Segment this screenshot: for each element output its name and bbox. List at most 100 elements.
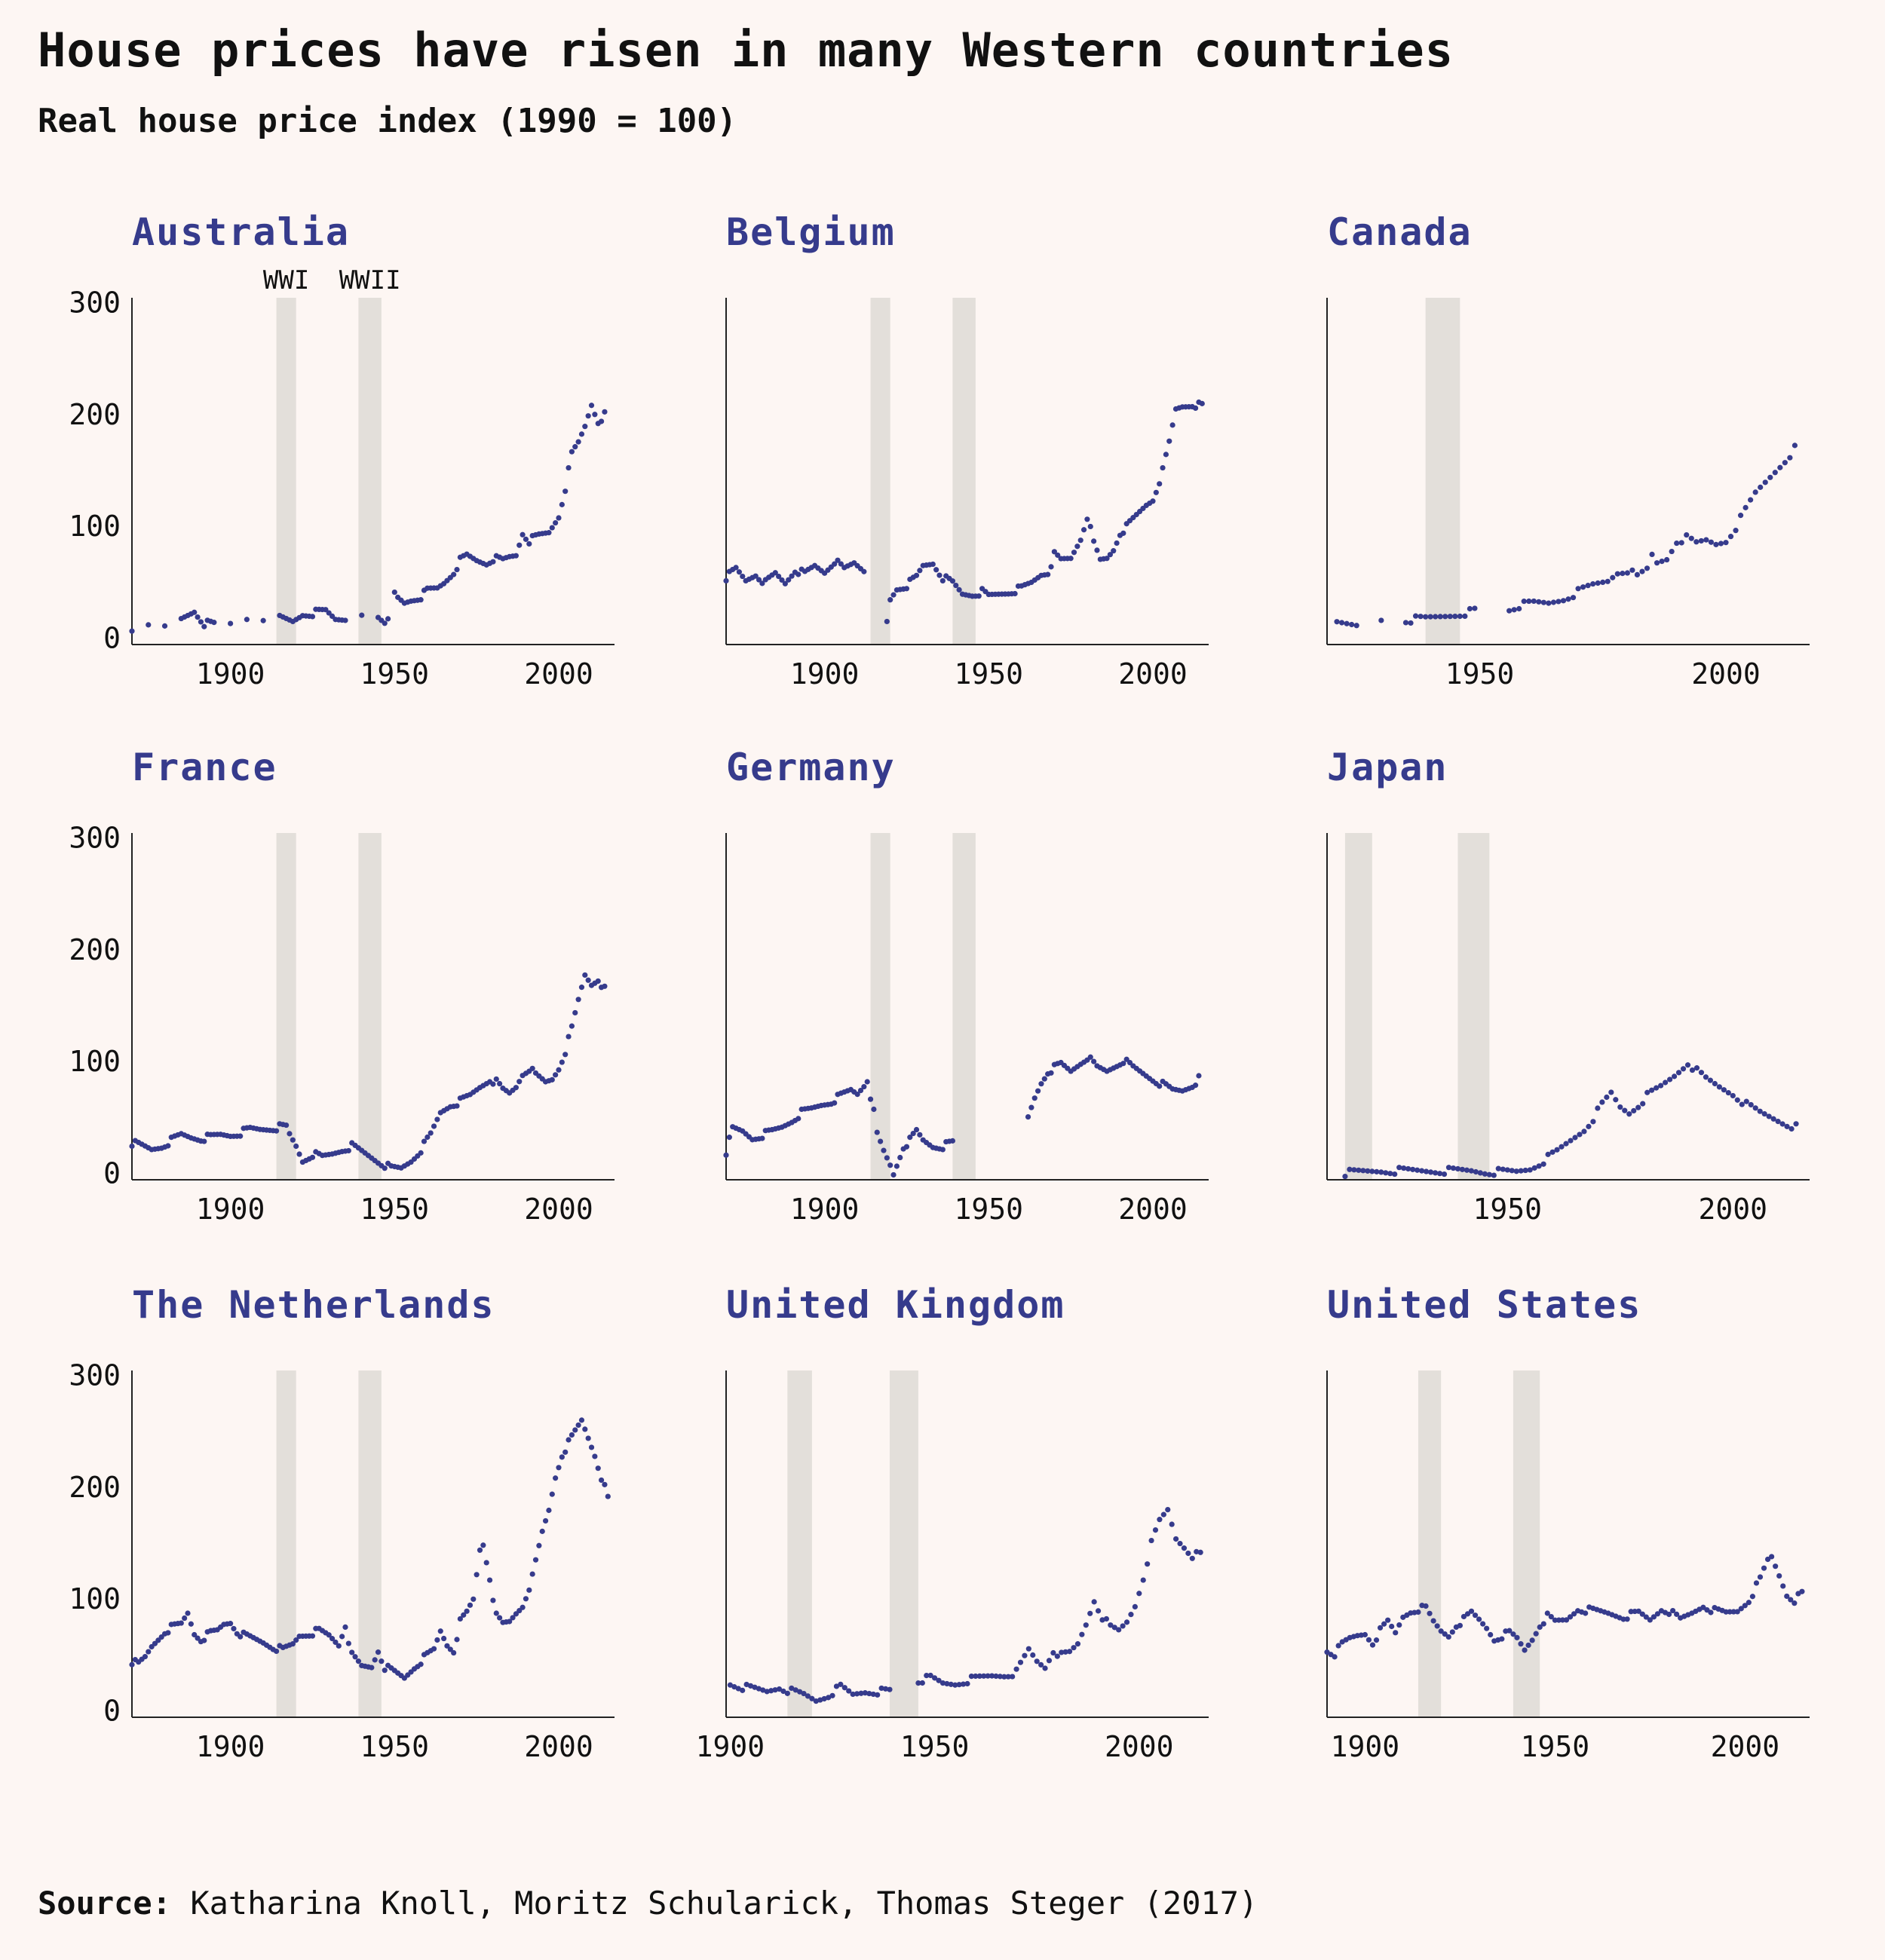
data-point [201,1637,207,1643]
data-point [1459,1166,1466,1172]
data-point [1410,1166,1416,1172]
data-point [786,577,792,583]
data-point [129,628,135,634]
data-point [782,580,788,586]
data-point [1111,1625,1117,1631]
data-point [861,568,867,574]
data-point [1643,1614,1649,1620]
data-point [1160,1511,1166,1517]
x-tick-label: 2000 [1118,657,1188,691]
data-point [1495,1165,1501,1171]
data-point [434,1116,440,1122]
data-point [1764,1556,1771,1563]
data-point [549,525,555,531]
data-point [1659,559,1665,565]
wwii-band [889,1370,918,1717]
data-point [861,1083,867,1090]
x-tick-label: 2000 [524,657,593,691]
data-point [1509,1168,1515,1174]
data-point [1192,405,1199,412]
data-point [1716,1084,1722,1090]
panel-title: Germany [726,746,896,789]
panel-title: Australia [132,210,350,254]
data-point [949,1138,956,1144]
data-point [1192,1083,1199,1089]
data-point [1684,1062,1691,1068]
data-point [372,1657,378,1663]
x-tick-label: 1950 [360,1193,430,1226]
data-point [887,597,893,603]
data-point [1491,1172,1497,1178]
source-note: Source: Katharina Knoll, Moritz Schulari… [38,1885,1258,1922]
data-point [454,566,460,573]
data-point [1583,1610,1589,1616]
data-point [1767,474,1773,480]
x-tick-label: 1950 [955,657,1024,691]
data-point [988,1673,995,1679]
data-point [598,418,605,424]
data-point [1334,619,1340,625]
data-point [333,1639,339,1646]
data-point [1369,1642,1376,1648]
data-point [542,1517,549,1524]
data-point [1059,1649,1065,1655]
data-point [1074,544,1080,550]
data-point [1087,523,1093,530]
data-point [1531,598,1537,605]
data-point [431,1123,437,1129]
data-point [1787,455,1793,461]
data-point [441,1635,447,1642]
data-point [1575,586,1581,592]
data-point [907,1135,913,1141]
data-point [1620,1616,1626,1622]
data-point [1506,1628,1513,1634]
data-point [431,1646,437,1652]
data-point [146,622,152,628]
data-point [1005,1674,1011,1680]
x-tick-label: 1900 [196,1193,265,1226]
data-point [890,592,897,598]
data-point [329,1636,336,1642]
y-tick-label: 300 [69,286,121,319]
data-point [486,1577,493,1583]
data-point [1084,516,1090,522]
data-point [917,568,923,574]
data-point [553,1072,559,1078]
data-point [1434,1623,1440,1629]
data-point [510,1615,516,1621]
data-point [1074,1641,1081,1647]
data-point [1766,1113,1772,1119]
data-point [1450,1165,1457,1171]
data-point [1185,1550,1191,1557]
data-point [1626,1111,1632,1117]
data-point [944,1680,950,1687]
data-point [1457,1622,1463,1628]
data-point [1511,607,1517,613]
data-point [572,1009,578,1016]
data-point [1107,552,1113,558]
data-point [142,1653,149,1660]
data-point [1684,531,1690,538]
data-point [1738,1606,1744,1612]
data-point [474,1572,480,1578]
data-point [1055,552,1061,559]
data-point [1452,614,1458,620]
data-point [1514,1634,1520,1640]
data-point [1666,1611,1672,1618]
data-point [1506,608,1513,614]
data-point [1362,1631,1368,1638]
data-point [1374,1168,1380,1174]
data-point [195,614,201,620]
data-point [1513,1168,1519,1174]
data-point [464,1608,470,1614]
data-point [1120,1623,1126,1629]
data-point [1784,1593,1790,1600]
data-point [345,1640,351,1646]
x-tick-label: 2000 [524,1193,593,1226]
data-point [1438,1628,1444,1634]
data-point [723,577,729,584]
data-point [910,1130,916,1137]
data-point [1568,1138,1574,1144]
data-point [192,609,198,615]
x-tick-label: 1900 [1331,1730,1400,1763]
